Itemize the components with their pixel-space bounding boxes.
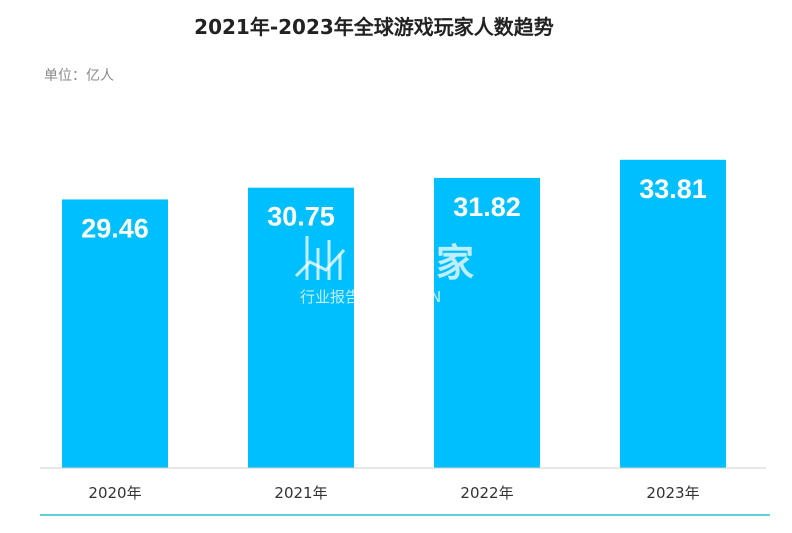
data-label-3: 31.82	[453, 192, 521, 222]
x-tick-label-2: 2021年	[274, 484, 327, 502]
bar-4	[620, 159, 726, 468]
data-label-1: 29.46	[81, 213, 149, 243]
data-labels-group: 29.46 30.75 31.82 33.81	[81, 174, 707, 244]
x-axis-ticks: 2020年 2021年 2022年 2023年	[88, 484, 699, 502]
bar-2	[248, 187, 354, 469]
watermark-brand: 并购家	[360, 241, 474, 285]
bars-group	[62, 159, 726, 469]
bar-chart-logo-icon	[294, 236, 346, 280]
chart-title: 2021年-2023年全球游戏玩家人数趋势	[194, 15, 554, 39]
x-tick-label-4: 2023年	[646, 484, 699, 502]
data-label-4: 33.81	[639, 174, 707, 204]
unit-label: 单位：亿人	[44, 68, 114, 84]
watermark-subtitle: 行业报告 IPOIPO.CN	[300, 288, 441, 306]
bar-1	[62, 199, 168, 468]
x-tick-label-1: 2020年	[88, 484, 141, 502]
watermark: 并购家 行业报告 IPOIPO.CN	[294, 236, 474, 306]
data-label-2: 30.75	[267, 202, 335, 232]
x-tick-label-3: 2022年	[460, 484, 513, 502]
bar-3	[434, 177, 540, 469]
